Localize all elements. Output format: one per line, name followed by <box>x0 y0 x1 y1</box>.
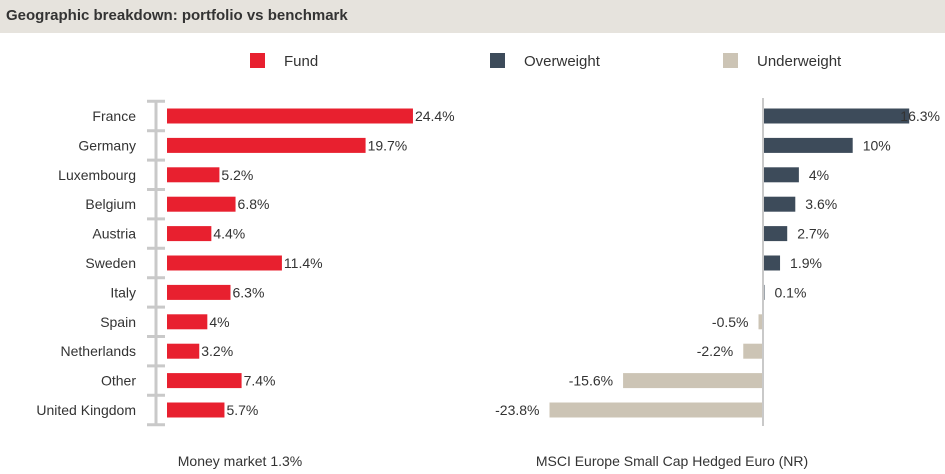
legend-label-underweight: Underweight <box>757 53 842 70</box>
category-label-france: France <box>92 108 136 124</box>
relative-bar-belgium <box>763 196 796 212</box>
legend: Fund Overweight Underweight <box>250 53 842 70</box>
relative-value-label-spain: -0.5% <box>712 314 749 330</box>
fund-value-label-netherlands: 3.2% <box>201 343 233 359</box>
fund-bar-belgium <box>167 196 236 212</box>
category-label-sweden: Sweden <box>85 255 136 271</box>
category-label-austria: Austria <box>92 226 136 242</box>
fund-bar-austria <box>167 226 212 242</box>
fund-value-label-germany: 19.7% <box>368 137 408 153</box>
legend-swatch-overweight <box>490 53 505 68</box>
relative-bar-other <box>623 373 763 389</box>
relative-bar-sweden <box>763 255 781 271</box>
fund-value-label-united-kingdom: 5.7% <box>226 402 258 418</box>
fund-value-label-italy: 6.3% <box>233 284 265 300</box>
relative-bar-germany <box>763 137 853 153</box>
relative-value-label-italy: 0.1% <box>775 284 807 300</box>
relative-bar-spain <box>758 314 763 330</box>
fund-weights-chart: France 24.4% Germany 19.7% Luxembourg 5.2% Bel… <box>36 99 455 427</box>
benchmark-footnote: MSCI Europe Small Cap Hedged Euro (NR) <box>536 453 808 469</box>
legend-swatch-fund <box>250 53 265 68</box>
relative-value-label-luxembourg: 4% <box>809 167 829 183</box>
fund-bar-luxembourg <box>167 167 220 183</box>
fund-bar-netherlands <box>167 343 200 359</box>
relative-value-label-other: -15.6% <box>569 373 613 389</box>
relative-value-label-belgium: 3.6% <box>805 196 837 212</box>
money-market-footnote: Money market 1.3% <box>178 453 303 469</box>
title-bar: Geographic breakdown: portfolio vs bench… <box>0 0 945 33</box>
relative-bar-austria <box>763 226 788 242</box>
relative-bar-united-kingdom <box>549 402 763 418</box>
relative-bar-luxembourg <box>763 167 799 183</box>
fund-value-label-other: 7.4% <box>244 373 276 389</box>
fund-value-label-sweden: 11.4% <box>284 255 323 271</box>
relative-bar-france <box>763 108 910 124</box>
category-label-italy: Italy <box>110 284 136 300</box>
category-label-spain: Spain <box>100 314 136 330</box>
category-label-united-kingdom: United Kingdom <box>36 402 136 418</box>
relative-value-label-austria: 2.7% <box>797 226 829 242</box>
category-label-germany: Germany <box>78 137 136 153</box>
fund-bar-france <box>167 108 413 124</box>
fund-value-label-spain: 4% <box>209 314 229 330</box>
relative-value-label-united-kingdom: -23.8% <box>495 402 539 418</box>
fund-bar-germany <box>167 137 366 153</box>
fund-value-label-austria: 4.4% <box>213 226 245 242</box>
relative-value-label-sweden: 1.9% <box>790 255 822 271</box>
fund-value-label-belgium: 6.8% <box>238 196 270 212</box>
fund-bar-sweden <box>167 255 282 271</box>
fund-bar-other <box>167 373 242 389</box>
category-label-belgium: Belgium <box>85 196 136 212</box>
category-label-luxembourg: Luxembourg <box>58 167 136 183</box>
relative-value-label-france: 16.3% <box>900 108 940 124</box>
fund-bar-spain <box>167 314 208 330</box>
relative-value-label-netherlands: -2.2% <box>697 343 734 359</box>
legend-swatch-underweight <box>723 53 738 68</box>
legend-label-fund: Fund <box>284 53 318 70</box>
category-label-other: Other <box>101 373 136 389</box>
legend-label-overweight: Overweight <box>524 53 601 70</box>
relative-value-label-germany: 10% <box>863 137 891 153</box>
relative-bar-netherlands <box>743 343 763 359</box>
relative-weights-chart: 16.3% 10% 4% 3.6% 2.7% 1.9% 0.1% -0.5% -2.2% -15.… <box>495 98 940 426</box>
chart-title: Geographic breakdown: portfolio vs bench… <box>6 7 348 24</box>
fund-value-label-luxembourg: 5.2% <box>221 167 253 183</box>
fund-bar-united-kingdom <box>167 402 225 418</box>
fund-value-label-france: 24.4% <box>415 108 455 124</box>
category-label-netherlands: Netherlands <box>61 343 137 359</box>
fund-bar-italy <box>167 284 231 300</box>
